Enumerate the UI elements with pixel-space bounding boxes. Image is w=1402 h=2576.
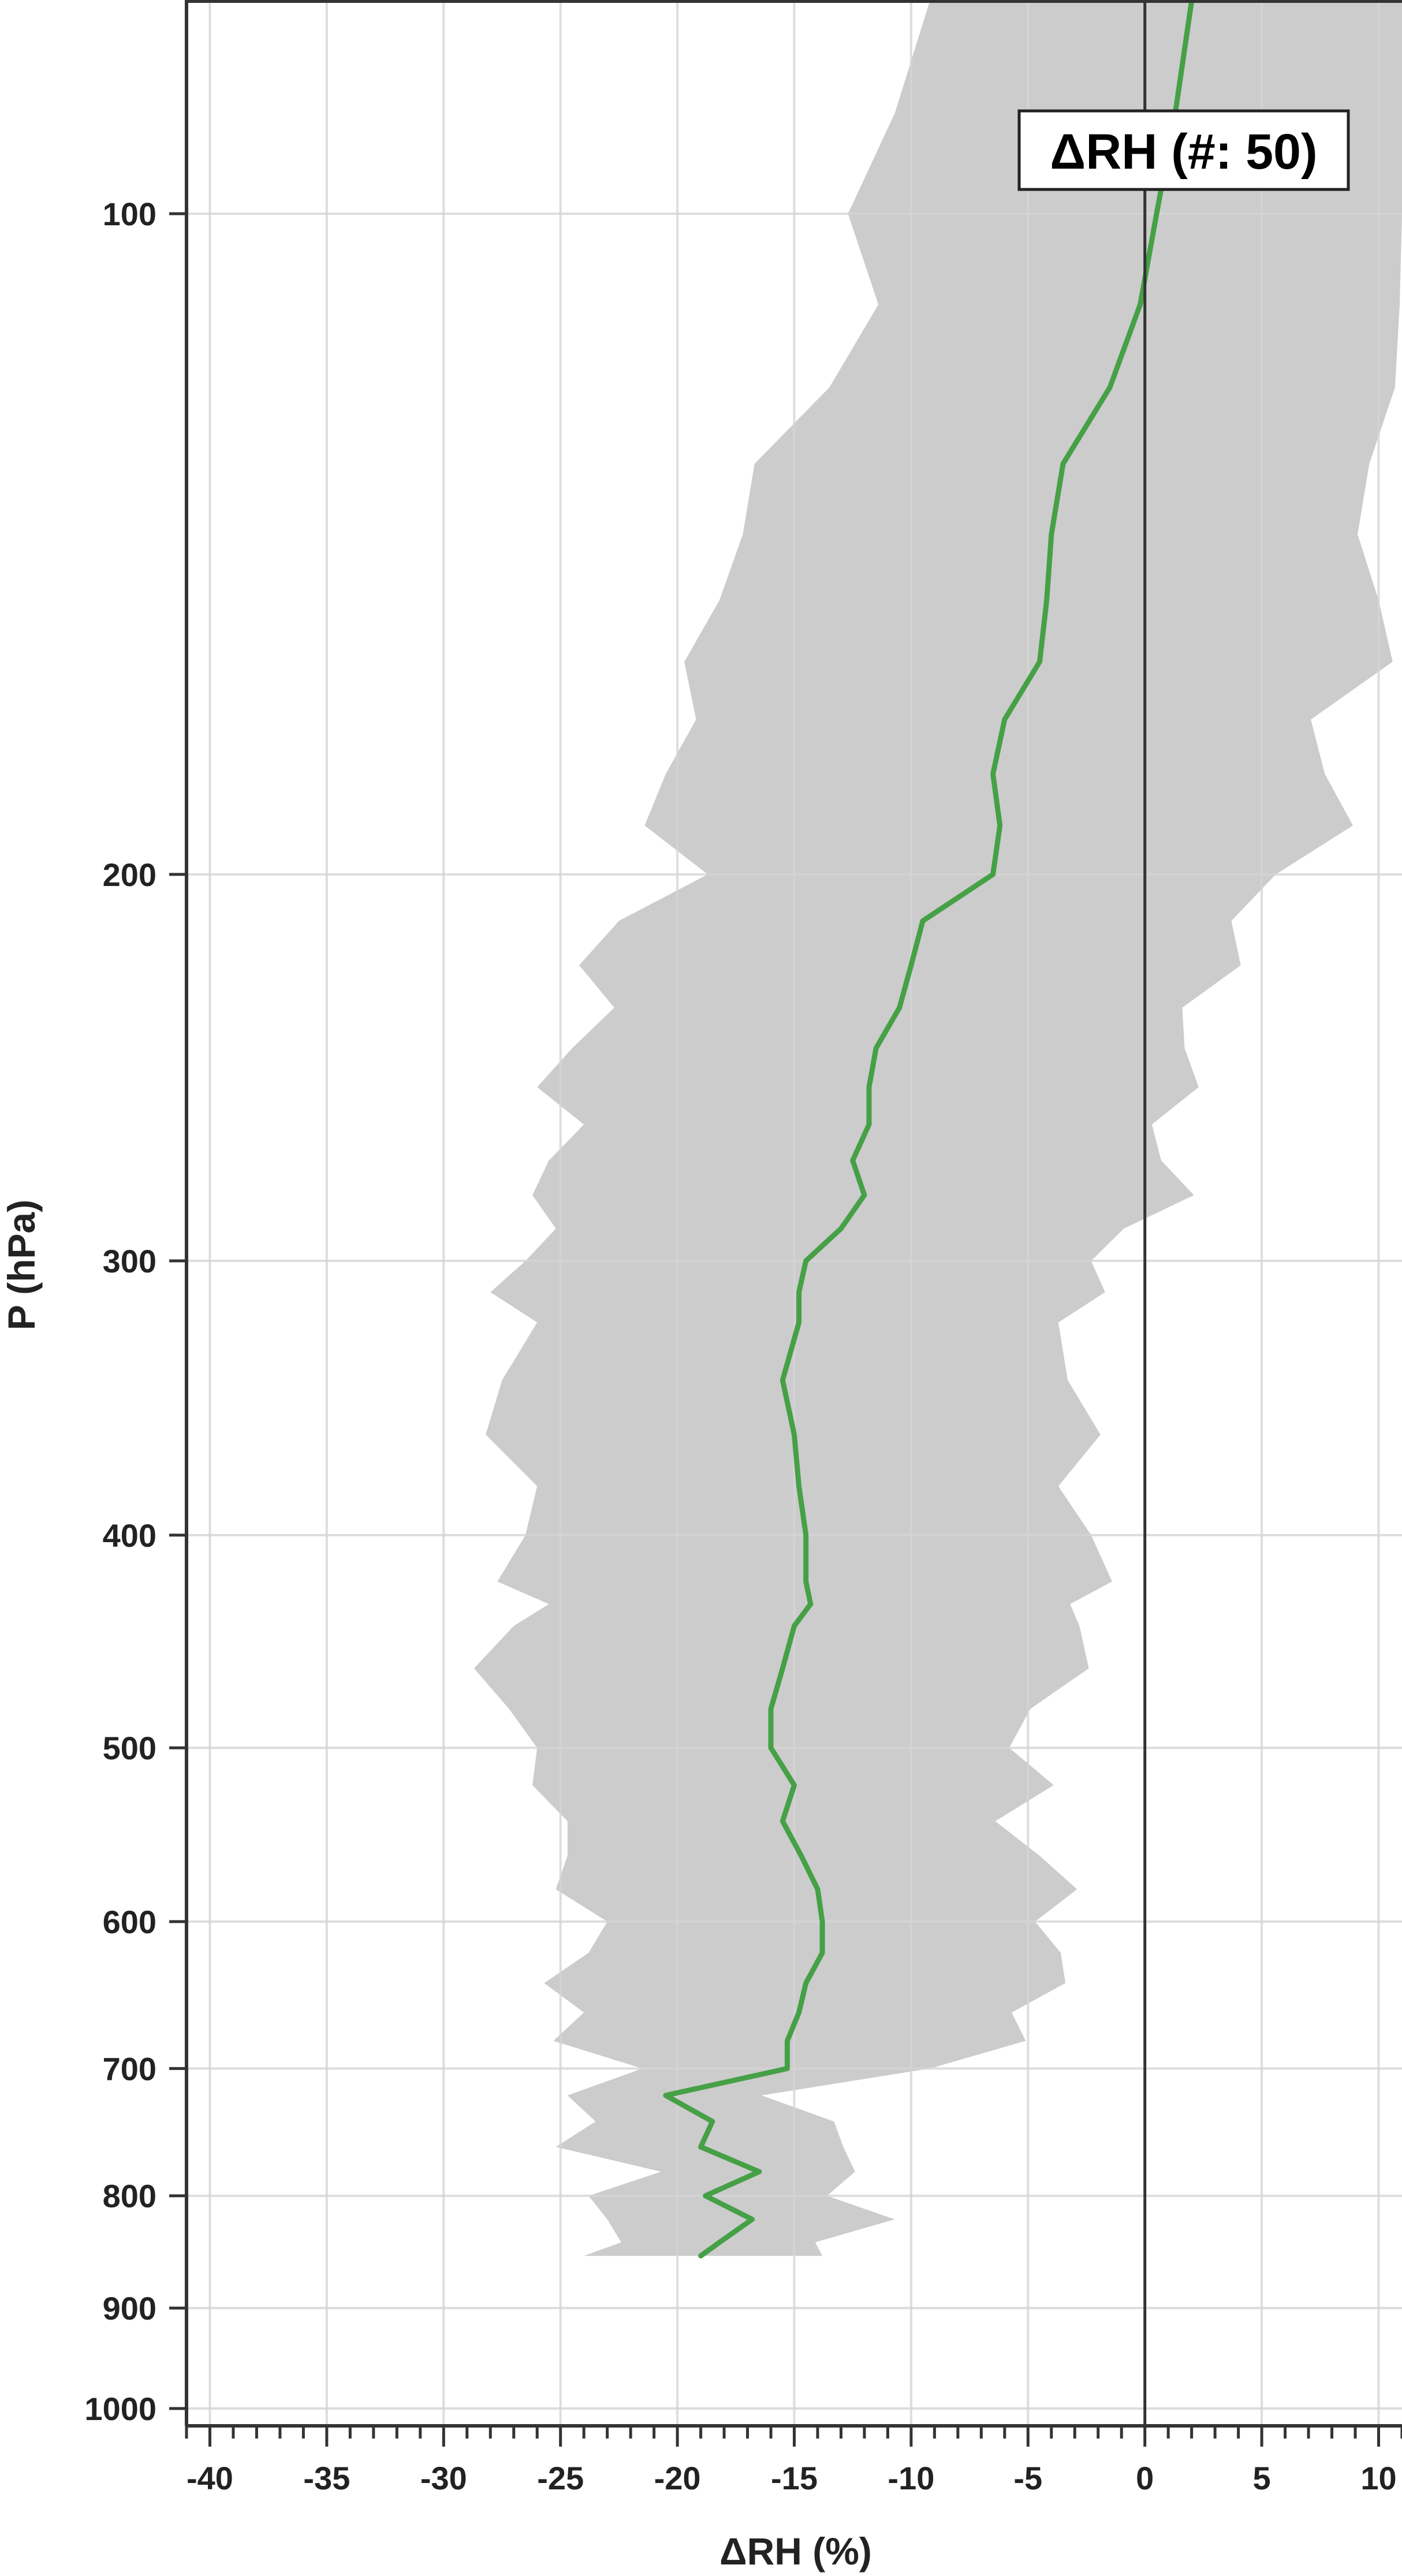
legend-frame <box>1017 109 1350 191</box>
x-tick-label: -5 <box>1013 2460 1042 2496</box>
x-tick-label: -25 <box>537 2460 584 2496</box>
x-tick-label: 0 <box>1136 2460 1154 2496</box>
y-axis-ticks: 100 200 300 400 500 600 700 800 900 1000 <box>84 196 187 2427</box>
mean-line-layer <box>663 0 1195 2259</box>
y-tick-label: 200 <box>103 857 156 893</box>
y-tick-label: 300 <box>103 1243 156 1279</box>
y-tick-label: 900 <box>103 2290 156 2326</box>
grid-lines <box>187 0 1402 2426</box>
x-tick-label: -30 <box>420 2460 467 2496</box>
y-tick-label: 800 <box>103 2178 156 2214</box>
y-tick-label: 600 <box>103 1904 156 1940</box>
spread-band <box>473 0 1402 2256</box>
x-tick-label: -35 <box>303 2460 350 2496</box>
x-tick-label: 10 <box>1360 2460 1396 2496</box>
x-tick-label: -10 <box>888 2460 934 2496</box>
y-tick-label: 1000 <box>84 2391 156 2427</box>
mean-line <box>663 0 1195 2259</box>
legend-text: ΔRH (#: 50) <box>1050 124 1317 180</box>
y-tick-label: 700 <box>103 2050 156 2087</box>
x-tick-label: 5 <box>1253 2460 1271 2496</box>
x-tick-label: -40 <box>187 2460 233 2496</box>
y-tick-label: 500 <box>103 1730 156 1766</box>
y-axis-title: P (hPa) <box>0 1200 43 1330</box>
y-tick-label: 100 <box>103 196 156 232</box>
x-axis-ticks: -40 -35 -30 -25 -20 -15 -10 -5 0 5 10 <box>185 2426 1402 2496</box>
x-tick-label: -20 <box>654 2460 701 2496</box>
legend-box: ΔRH (#: 50) <box>1017 109 1350 191</box>
x-axis-title: ΔRH (%) <box>719 2530 872 2573</box>
y-tick-label: 400 <box>103 1517 156 1554</box>
spread-band-layer <box>473 0 1402 2256</box>
x-tick-label: -15 <box>771 2460 818 2496</box>
